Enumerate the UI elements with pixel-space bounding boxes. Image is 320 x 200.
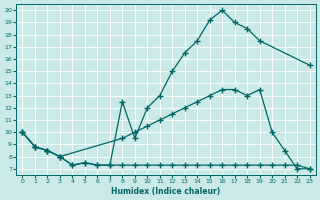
X-axis label: Humidex (Indice chaleur): Humidex (Indice chaleur) [111, 187, 221, 196]
